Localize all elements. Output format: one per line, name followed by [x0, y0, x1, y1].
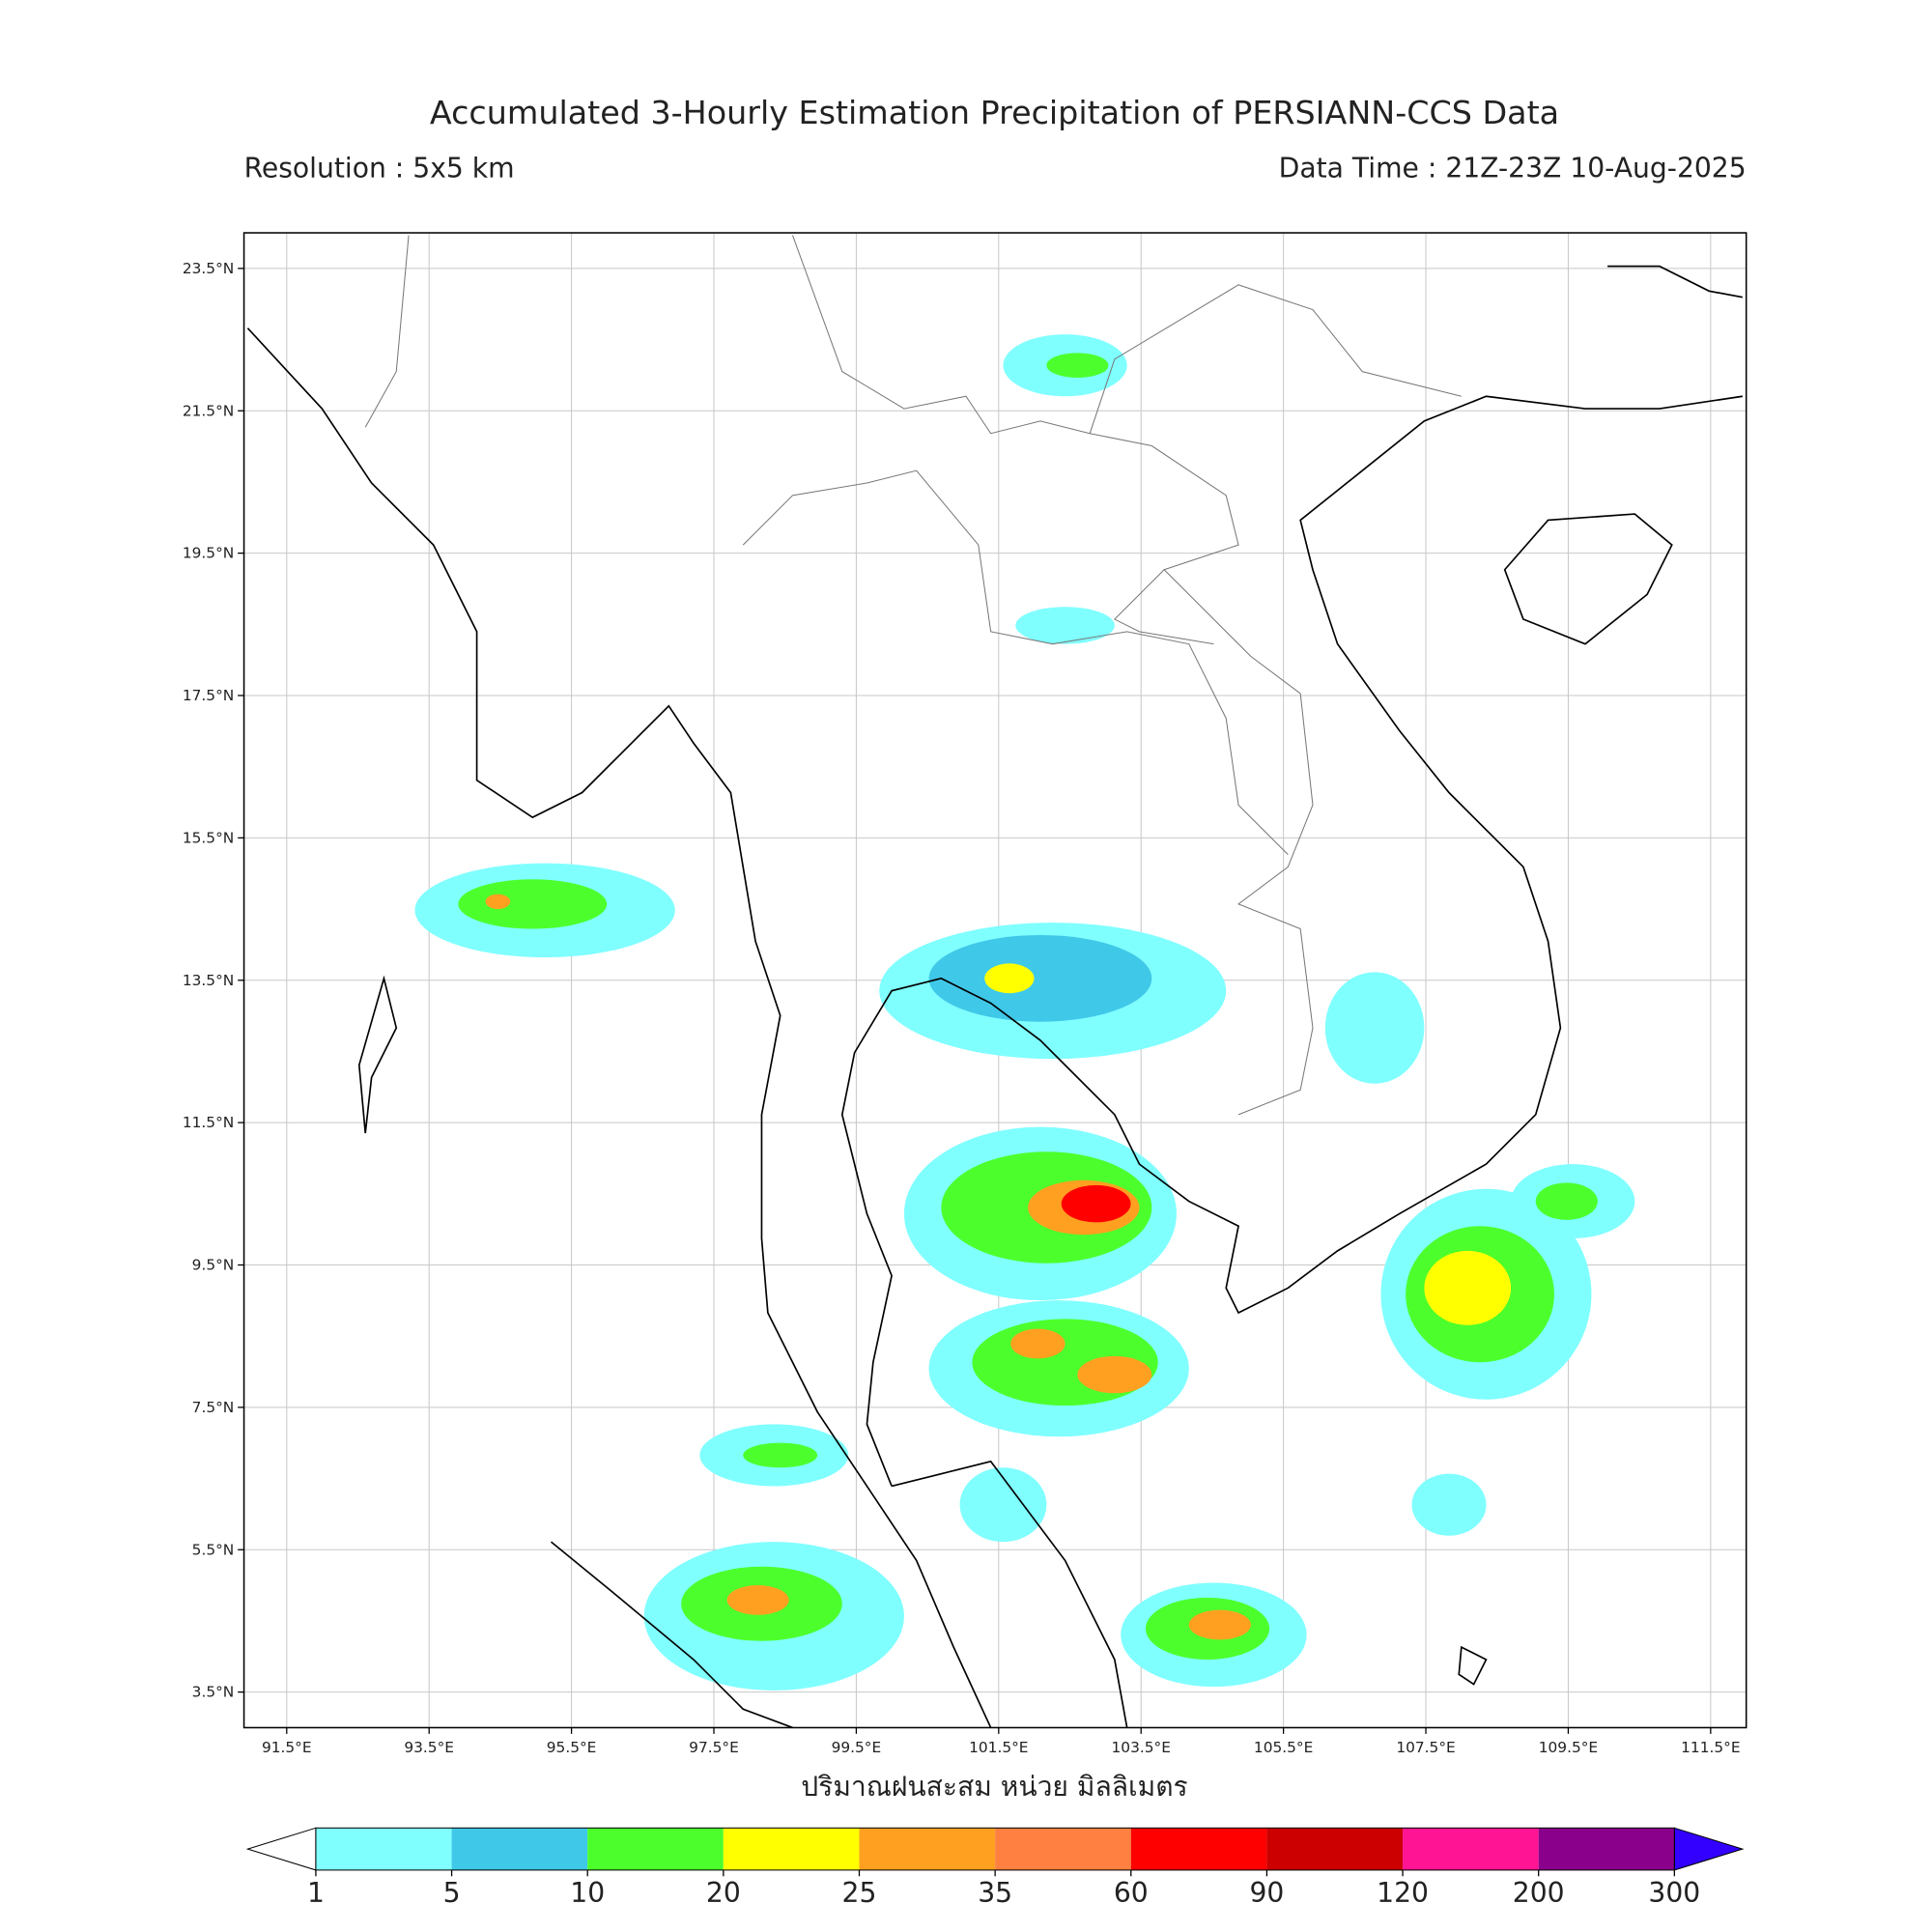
border	[364, 235, 1462, 1116]
rain-area	[1010, 1328, 1065, 1359]
x-tick-label: 93.5°E	[404, 1739, 454, 1756]
x-tick-label: 109.5°E	[1539, 1739, 1598, 1756]
colorbar-segment	[995, 1828, 1131, 1870]
rain-area	[1077, 1355, 1152, 1394]
x-axis-label: ปริมาณฝนสะสม หน่วย มิลลิเมตร	[801, 1771, 1187, 1803]
colorbar-segment	[859, 1828, 996, 1870]
y-tick-label: 3.5°N	[192, 1684, 235, 1701]
colorbar-label: 10	[570, 1877, 605, 1909]
colorbar-label: 90	[1249, 1877, 1284, 1909]
x-tick-label: 101.5°E	[969, 1739, 1028, 1756]
coastlines	[246, 235, 1743, 1729]
x-tick-label: 91.5°E	[262, 1739, 312, 1756]
x-tick-label: 103.5°E	[1112, 1739, 1171, 1756]
colorbar-label: 200	[1513, 1877, 1565, 1909]
colorbar-label: 120	[1377, 1877, 1429, 1909]
rain-area	[1015, 607, 1115, 644]
x-tick-label: 107.5°E	[1396, 1739, 1455, 1756]
y-tick-label: 19.5°N	[183, 545, 234, 562]
coastline	[891, 1460, 1128, 1728]
coastline	[840, 395, 1743, 1487]
x-tick-label: 97.5°E	[689, 1739, 739, 1756]
colorbar-under	[245, 1827, 317, 1871]
rain-area	[726, 1585, 789, 1615]
colorbar-segment	[1538, 1828, 1675, 1870]
rain-area	[1061, 1184, 1131, 1223]
rain-area	[959, 1467, 1047, 1543]
colorbar-label: 60	[1114, 1877, 1149, 1909]
colorbar-segment	[451, 1828, 588, 1870]
colorbar-label: 25	[842, 1877, 877, 1909]
y-tick-label: 23.5°N	[183, 260, 234, 277]
colorbar-segment	[1403, 1828, 1539, 1870]
colorbar-segment	[723, 1828, 860, 1870]
x-tick-label: 99.5°E	[832, 1739, 882, 1756]
rain-area	[458, 879, 608, 929]
colorbar-segment	[1130, 1828, 1267, 1870]
rain-area	[743, 1442, 818, 1468]
rain-area	[485, 894, 511, 910]
y-tick-label: 7.5°N	[192, 1399, 235, 1416]
colorbar-segment	[587, 1828, 724, 1870]
y-tick-label: 13.5°N	[183, 972, 234, 989]
coastline	[357, 975, 398, 1134]
colorbar-segment	[1266, 1828, 1404, 1870]
coastline	[1607, 265, 1743, 298]
coastline	[1503, 513, 1673, 645]
colorbar: 1 5 10 20 25 35 60 90 120 200 300	[245, 1827, 1745, 1909]
rain-area	[1324, 972, 1425, 1084]
rain-area	[1188, 1609, 1251, 1640]
colorbar-label: 300	[1648, 1877, 1700, 1909]
y-tick-label: 9.5°N	[192, 1257, 235, 1274]
x-tick-label: 105.5°E	[1254, 1739, 1313, 1756]
y-tick-label: 15.5°N	[183, 829, 234, 846]
y-tick-label: 5.5°N	[192, 1541, 235, 1558]
colorbar-label: 20	[706, 1877, 741, 1909]
y-tick-label: 21.5°N	[183, 402, 234, 419]
coastline	[1458, 1645, 1488, 1686]
y-tick-label: 17.5°N	[183, 687, 234, 704]
coastline	[550, 1541, 793, 1729]
rain-area	[1411, 1473, 1487, 1536]
data-time: Data Time : 21Z-23Z 10-Aug-2025	[1279, 152, 1747, 184]
precipitation	[414, 334, 1635, 1690]
rain-area	[928, 934, 1152, 1022]
colorbar-label: 5	[443, 1877, 461, 1909]
rain-area	[984, 963, 1035, 994]
rain-area	[1535, 1182, 1598, 1220]
x-tick-label: 111.5°E	[1681, 1739, 1740, 1756]
colorbar-label: 35	[978, 1877, 1012, 1909]
colorbar-segment	[315, 1828, 452, 1870]
title: Accumulated 3-Hourly Estimation Precipit…	[430, 94, 1559, 131]
resolution: Resolution : 5x5 km	[244, 152, 515, 184]
y-tick-label: 11.5°N	[183, 1114, 234, 1131]
x-tick-label: 95.5°E	[547, 1739, 597, 1756]
colorbar-over	[1673, 1827, 1745, 1871]
rain-area	[1424, 1250, 1512, 1325]
rain-area	[1046, 353, 1109, 379]
coastline	[246, 327, 992, 1728]
colorbar-label: 1	[307, 1877, 325, 1909]
